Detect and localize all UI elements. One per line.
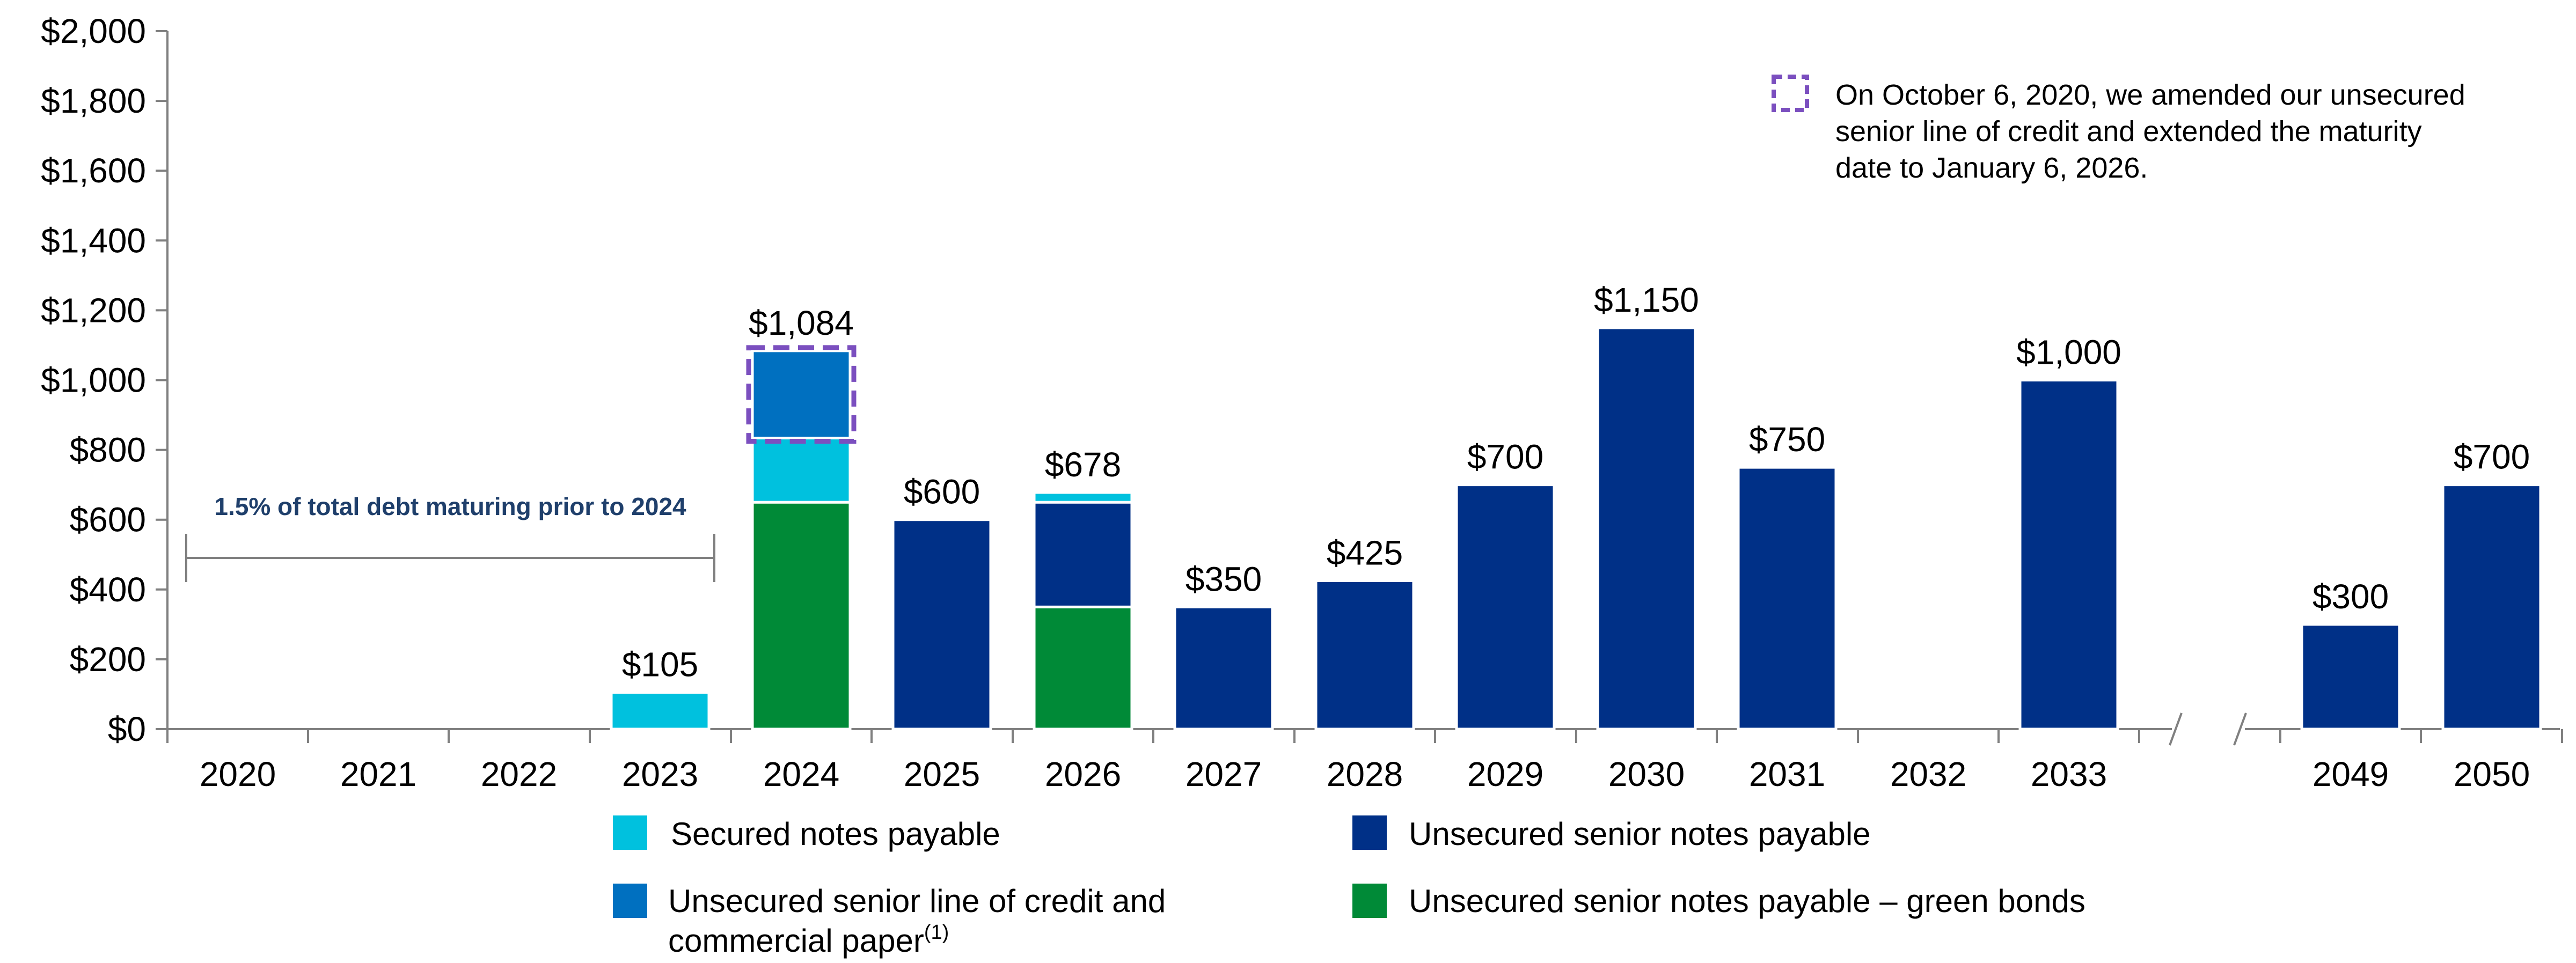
y-tick-label: $1,000 (41, 361, 146, 400)
bar-unsecured-notes (1596, 326, 1697, 731)
bar-unsecured-notes (891, 518, 992, 731)
legend-swatch-secured (613, 815, 647, 850)
legend-swatch-green-bonds (1352, 884, 1387, 918)
x-tick-label: 2050 (2454, 755, 2530, 793)
bar-unsecured-notes (2018, 379, 2119, 731)
legend-label: Unsecured senior notes payable (1409, 816, 1871, 852)
x-tick-label: 2030 (1608, 755, 1685, 793)
x-tick-label: 2026 (1045, 755, 1121, 793)
bracket-label: 1.5% of total debt maturing prior to 202… (214, 492, 686, 520)
x-tick-label: 2027 (1185, 755, 1262, 793)
data-label: $1,150 (1594, 281, 1699, 319)
bar-green-bonds (751, 501, 852, 731)
data-label: $600 (904, 473, 980, 511)
data-label: $700 (1467, 438, 1543, 476)
y-tick-label: $1,600 (41, 151, 146, 190)
legend-label: Unsecured senior line of credit and (668, 883, 1166, 919)
bar-unsecured-notes (1737, 466, 1838, 731)
data-label: $425 (1327, 534, 1403, 572)
data-label: $1,084 (749, 304, 854, 342)
bar-secured (610, 691, 711, 731)
note-dashed-square-icon (1772, 75, 1809, 112)
bar-unsecured-notes (1033, 501, 1133, 608)
x-tick-label: 2031 (1749, 755, 1825, 793)
bar-unsecured-notes (2300, 623, 2401, 731)
y-tick-label: $400 (70, 570, 146, 609)
bar-unsecured-notes (1455, 483, 1556, 731)
bar-unsecured-notes (1173, 605, 1274, 731)
legend-label: commercial paper(1) (668, 921, 949, 959)
x-tick-label: 2028 (1327, 755, 1403, 793)
data-label: $1,000 (2016, 333, 2121, 372)
bar-unsecured-notes (1314, 579, 1415, 731)
data-label: $700 (2454, 438, 2530, 476)
x-tick-label: 2025 (904, 755, 980, 793)
bar-green-bonds (1033, 605, 1133, 731)
x-tick-label: 2020 (200, 755, 276, 793)
y-tick-label: $2,000 (41, 12, 146, 50)
x-tick-label: 2021 (340, 755, 416, 793)
legend-label: Secured notes payable (671, 816, 1000, 852)
y-tick-label: $600 (70, 501, 146, 539)
x-tick-label: 2032 (1890, 755, 1966, 793)
y-tick-label: $1,400 (41, 221, 146, 260)
legend-label: Unsecured senior notes payable – green b… (1409, 883, 2085, 919)
y-tick-label: $1,200 (41, 291, 146, 329)
y-tick-label: $200 (70, 640, 146, 679)
x-tick-label: 2029 (1467, 755, 1543, 793)
x-tick-label: 2023 (622, 755, 698, 793)
x-tick-label: 2033 (2031, 755, 2107, 793)
axis-break-mark (2169, 712, 2183, 746)
x-tick-label: 2024 (763, 755, 839, 793)
y-tick-label: $800 (70, 431, 146, 469)
note-line: senior line of credit and extended the m… (1835, 115, 2422, 148)
data-label: $105 (622, 645, 698, 684)
note-line: date to January 6, 2026. (1835, 152, 2148, 184)
bar-line-of-credit (751, 349, 852, 439)
bar-secured (751, 436, 852, 504)
legend-superscript: (1) (924, 921, 949, 944)
bar-unsecured-notes (2441, 483, 2542, 731)
bar-secured (1033, 491, 1133, 504)
legend-swatch-line-of-credit (613, 884, 647, 918)
note-line: On October 6, 2020, we amended our unsec… (1835, 79, 2465, 111)
data-label: $678 (1045, 445, 1121, 484)
x-tick-label: 2049 (2312, 755, 2389, 793)
data-label: $750 (1749, 420, 1825, 459)
y-tick-label: $0 (108, 710, 146, 748)
highlight-dashed-box (746, 345, 857, 444)
legend-swatch-unsecured-notes (1352, 815, 1387, 850)
data-label: $350 (1185, 560, 1262, 598)
data-label: $300 (2312, 577, 2389, 616)
y-tick-label: $1,800 (41, 82, 146, 120)
x-tick-label: 2022 (481, 755, 557, 793)
axis-break-mark (2233, 712, 2247, 746)
